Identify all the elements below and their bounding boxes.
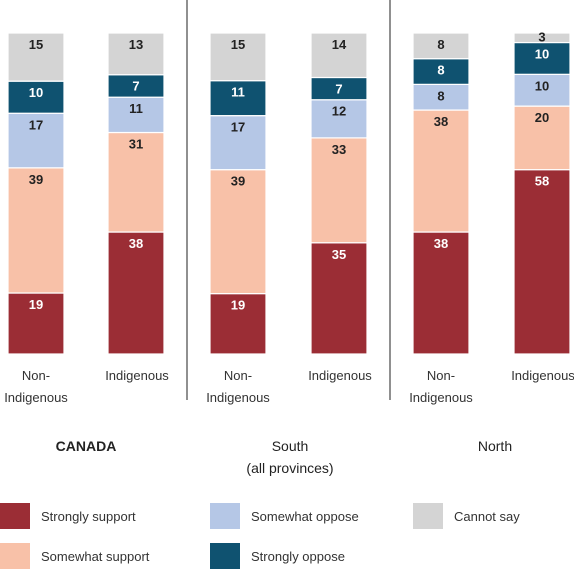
group-label: South bbox=[272, 438, 309, 454]
legend-swatch bbox=[0, 543, 30, 569]
data-label: 8 bbox=[437, 63, 444, 78]
data-label: 17 bbox=[29, 117, 43, 132]
group-labels: CANADA South (all provinces) North bbox=[56, 438, 512, 476]
category-label: Non- bbox=[224, 368, 252, 383]
data-label: 13 bbox=[129, 37, 143, 52]
group-label: CANADA bbox=[56, 438, 117, 454]
data-label: 33 bbox=[332, 142, 346, 157]
data-label: 38 bbox=[129, 236, 143, 251]
data-label: 38 bbox=[434, 114, 448, 129]
bar-segment-somewhat-oppose bbox=[107, 96, 165, 134]
data-label: 10 bbox=[535, 78, 549, 93]
bar-segment-strongly-support bbox=[513, 169, 571, 355]
legend-item-somewhat-support: Somewhat support bbox=[0, 543, 150, 569]
category-label: Indigenous bbox=[206, 390, 270, 405]
data-label: 14 bbox=[332, 37, 347, 52]
group-label: (all provinces) bbox=[246, 460, 333, 476]
data-label: 39 bbox=[231, 174, 245, 189]
legend-swatch bbox=[210, 503, 240, 529]
bars-layer: 1939171015383111713193917111535331271438… bbox=[7, 30, 571, 355]
bar-segment-cannot-say bbox=[412, 32, 470, 60]
bar-segment-cannot-say bbox=[107, 32, 165, 76]
data-label: 35 bbox=[332, 247, 346, 262]
data-label: 39 bbox=[29, 172, 43, 187]
data-label: 10 bbox=[535, 47, 549, 62]
legend-label: Strongly support bbox=[41, 509, 136, 524]
bar-segment-somewhat-support bbox=[412, 109, 470, 233]
data-label: 11 bbox=[231, 85, 245, 100]
group-dividers bbox=[186, 0, 391, 400]
bar-segment-strongly-support bbox=[7, 292, 65, 355]
data-label: 3 bbox=[538, 30, 545, 45]
data-label: 8 bbox=[437, 88, 444, 103]
group-label: North bbox=[478, 438, 512, 454]
legend-label: Strongly oppose bbox=[251, 549, 345, 564]
data-label: 31 bbox=[129, 137, 143, 152]
data-label: 20 bbox=[535, 110, 549, 125]
category-label: Non- bbox=[427, 368, 455, 383]
bar-segment-somewhat-oppose bbox=[513, 73, 571, 107]
legend: Strongly support Somewhat oppose Cannot sa… bbox=[0, 503, 520, 569]
legend-item-somewhat-oppose: Somewhat oppose bbox=[210, 503, 359, 529]
bar-segment-somewhat-support bbox=[310, 137, 368, 244]
data-label: 10 bbox=[29, 85, 43, 100]
data-label: 11 bbox=[129, 101, 143, 116]
legend-label: Cannot say bbox=[454, 509, 520, 524]
bar-segment-somewhat-oppose bbox=[209, 115, 267, 171]
data-label: 58 bbox=[535, 174, 549, 189]
category-label: Indigenous bbox=[409, 390, 473, 405]
legend-label: Somewhat oppose bbox=[251, 509, 359, 524]
data-label: 8 bbox=[437, 37, 444, 52]
bar-segment-strongly-support bbox=[107, 231, 165, 355]
legend-swatch bbox=[413, 503, 443, 529]
data-label: 15 bbox=[29, 37, 43, 52]
category-label: Indigenous bbox=[511, 368, 574, 383]
legend-item-cannot-say: Cannot say bbox=[413, 503, 520, 529]
data-label: 19 bbox=[231, 298, 245, 313]
legend-item-strongly-oppose: Strongly oppose bbox=[210, 543, 345, 569]
bar-segment-cannot-say bbox=[513, 32, 571, 44]
legend-swatch bbox=[0, 503, 30, 529]
category-label: Indigenous bbox=[4, 390, 68, 405]
bar-segment-cannot-say bbox=[209, 32, 267, 82]
bar-segment-somewhat-oppose bbox=[412, 83, 470, 111]
legend-item-strongly-support: Strongly support bbox=[0, 503, 136, 529]
category-label: Indigenous bbox=[105, 368, 169, 383]
bar-segment-somewhat-oppose bbox=[310, 99, 368, 139]
bar-segment-somewhat-support bbox=[107, 131, 165, 233]
bar-segment-cannot-say bbox=[7, 32, 65, 82]
data-label: 7 bbox=[335, 81, 342, 96]
category-label: Non- bbox=[22, 368, 50, 383]
category-labels: Non- Indigenous Indigenous Non- Indigenous In… bbox=[4, 368, 574, 405]
bar-segment-strongly-oppose bbox=[209, 80, 267, 117]
legend-label: Somewhat support bbox=[41, 549, 150, 564]
data-label: 19 bbox=[29, 297, 43, 312]
data-label: 7 bbox=[132, 79, 139, 94]
bar-segment-cannot-say bbox=[310, 32, 368, 79]
bar-segment-strongly-support bbox=[310, 242, 368, 355]
legend-swatch bbox=[210, 543, 240, 569]
data-label: 38 bbox=[434, 236, 448, 251]
bar-segment-strongly-oppose bbox=[412, 58, 470, 85]
bar-segment-somewhat-support bbox=[209, 169, 267, 295]
data-label: 15 bbox=[231, 37, 245, 52]
data-label: 17 bbox=[231, 120, 245, 135]
category-label: Indigenous bbox=[308, 368, 372, 383]
bar-segment-strongly-oppose bbox=[513, 41, 571, 75]
data-label: 12 bbox=[332, 104, 346, 119]
bar-segment-strongly-oppose bbox=[7, 80, 65, 114]
bar-segment-somewhat-support bbox=[7, 167, 65, 294]
bar-segment-strongly-support bbox=[412, 231, 470, 355]
